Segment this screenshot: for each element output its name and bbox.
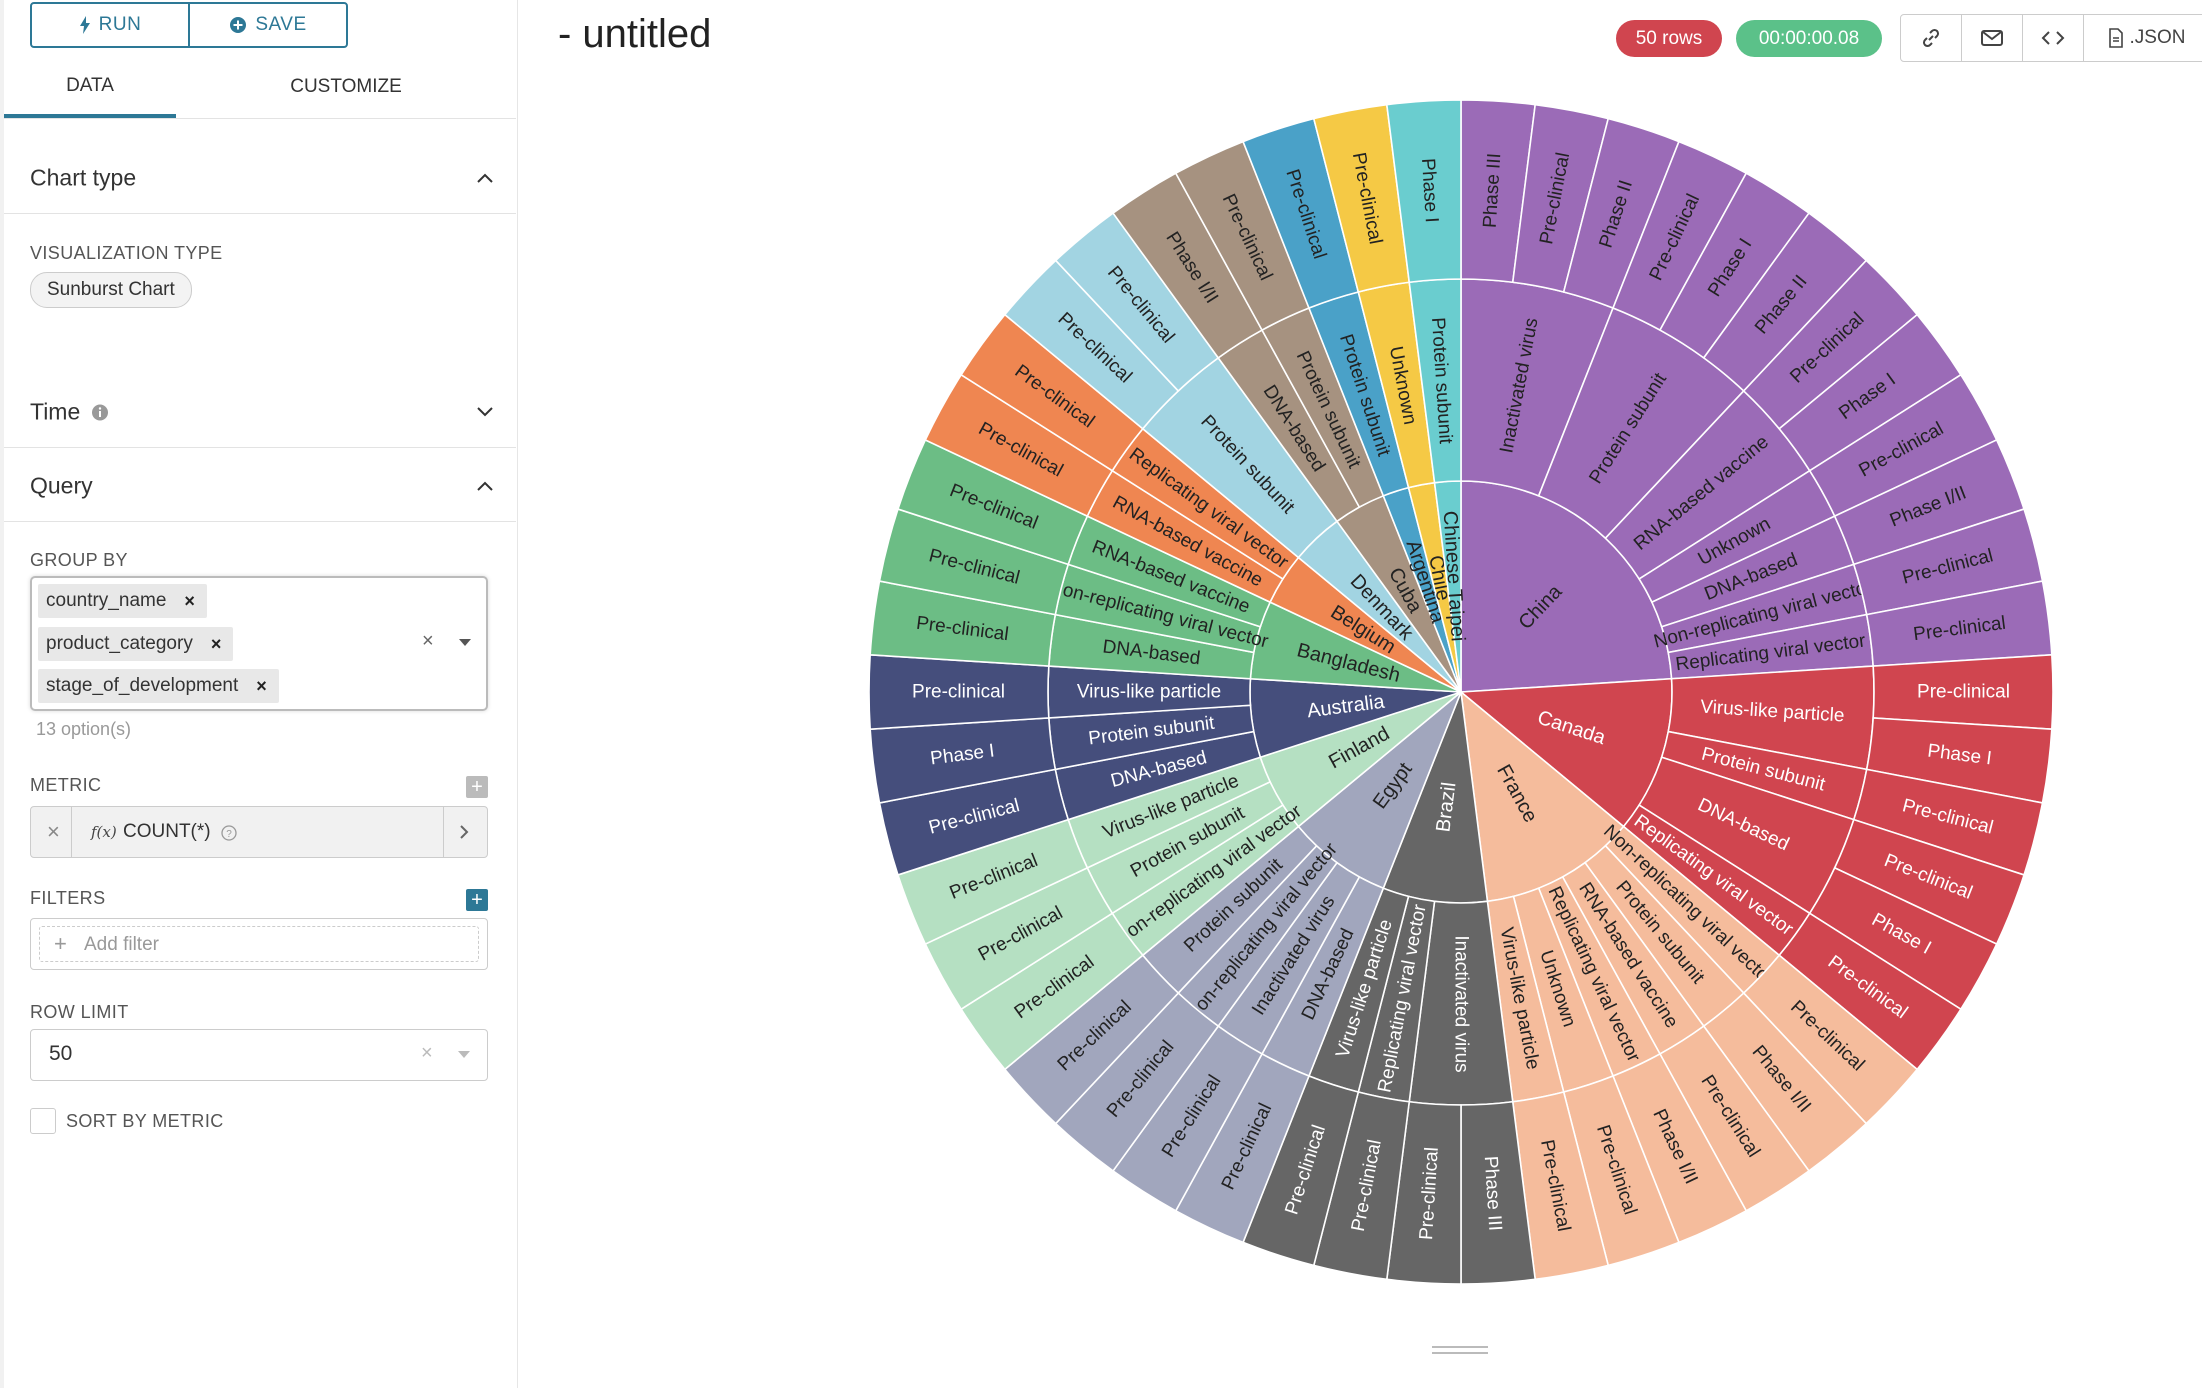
plus-icon: + bbox=[54, 931, 67, 956]
section-title: Chart type bbox=[30, 164, 137, 190]
envelope-icon bbox=[1981, 30, 2003, 46]
divider bbox=[71, 807, 72, 857]
time-badge: 00:00:00.08 bbox=[1736, 20, 1882, 57]
viz-type-pill[interactable]: Sunburst Chart bbox=[30, 272, 192, 308]
remove-tag-icon[interactable]: × bbox=[256, 675, 267, 696]
section-time[interactable]: Time bbox=[4, 376, 516, 448]
export-toolbar: .JSON bbox=[1900, 14, 2202, 62]
sunburst-stage-label: Phase III bbox=[1480, 152, 1506, 228]
info-icon bbox=[91, 404, 108, 420]
filters-label: FILTERS bbox=[30, 888, 106, 908]
sort-by-metric-label: SORT BY METRIC bbox=[66, 1111, 224, 1131]
tab-data[interactable]: DATA bbox=[4, 58, 176, 118]
resize-handle[interactable] bbox=[1432, 1346, 1488, 1348]
sunburst-stage-segment[interactable] bbox=[1385, 99, 1462, 284]
group-by-tag: country_name × bbox=[38, 584, 207, 618]
sunburst-category-label: Inactivated virus bbox=[1451, 935, 1472, 1072]
row-limit-select[interactable]: 50 × bbox=[30, 1029, 488, 1081]
remove-tag-icon[interactable]: × bbox=[184, 590, 195, 611]
run-button[interactable]: RUN bbox=[32, 4, 188, 46]
chevron-down-icon bbox=[477, 406, 493, 416]
group-by-select[interactable]: country_name × product_category × stage_… bbox=[30, 576, 488, 711]
filters-field: + Add filter bbox=[30, 918, 488, 970]
plus-circle-icon bbox=[230, 17, 247, 33]
sunburst-stage-label: Pre-clinical bbox=[912, 682, 1005, 703]
sunburst-stage-label: Phase I bbox=[1417, 158, 1442, 224]
tag-label: stage_of_development bbox=[46, 675, 239, 696]
link-button[interactable] bbox=[1901, 15, 1962, 61]
run-save-group: RUN SAVE bbox=[30, 2, 348, 48]
save-button[interactable]: SAVE bbox=[188, 4, 346, 46]
section-title: Query bbox=[30, 472, 93, 498]
metric-value: COUNT(*) bbox=[123, 821, 211, 842]
tag-label: product_category bbox=[46, 633, 193, 654]
viz-type-label: VISUALIZATION TYPE bbox=[30, 243, 223, 263]
svg-text:?: ? bbox=[226, 829, 232, 840]
email-button[interactable] bbox=[1962, 15, 2023, 61]
panel-tabs: DATA CUSTOMIZE bbox=[4, 58, 516, 119]
time-title: Time bbox=[30, 398, 81, 424]
add-filter-button[interactable]: + Add filter bbox=[39, 926, 479, 962]
tab-customize[interactable]: CUSTOMIZE bbox=[290, 76, 402, 97]
sunburst-category-label: Virus-like particle bbox=[1077, 682, 1221, 703]
row-limit-value: 50 bbox=[49, 1042, 73, 1065]
file-icon bbox=[2108, 28, 2123, 48]
caret-down-icon[interactable] bbox=[458, 638, 472, 648]
sunburst-stage-label: Pre-clinical bbox=[1917, 682, 2010, 703]
group-by-label: GROUP BY bbox=[30, 550, 128, 570]
section-query[interactable]: Query bbox=[4, 450, 516, 522]
add-filter-label: Add filter bbox=[84, 934, 159, 955]
embed-code-button[interactable] bbox=[2023, 15, 2084, 61]
group-by-tag: stage_of_development × bbox=[38, 669, 279, 703]
export-json-button[interactable]: .JSON bbox=[2084, 15, 2202, 61]
link-icon bbox=[1922, 28, 1940, 48]
json-label: .JSON bbox=[2129, 27, 2186, 48]
sunburst-stage-label: Phase III bbox=[1480, 1155, 1506, 1231]
question-icon: ? bbox=[221, 825, 237, 841]
remove-tag-icon[interactable]: × bbox=[210, 633, 222, 654]
code-icon bbox=[2041, 31, 2065, 45]
chart-title[interactable]: - untitled bbox=[558, 12, 712, 56]
section-chart-type[interactable]: Chart type bbox=[4, 142, 516, 214]
add-metric-icon[interactable]: + bbox=[466, 776, 488, 798]
clear-icon[interactable]: × bbox=[421, 1042, 433, 1064]
row-limit-label: ROW LIMIT bbox=[30, 1002, 129, 1022]
add-filter-icon[interactable]: + bbox=[466, 889, 488, 911]
group-by-tag: product_category × bbox=[38, 627, 234, 661]
metric-field[interactable]: × f(x) COUNT(*) ? bbox=[30, 806, 488, 858]
fx-label: f(x) bbox=[91, 823, 117, 841]
chevron-up-icon bbox=[477, 173, 493, 183]
run-label: RUN bbox=[98, 14, 142, 35]
control-panel: RUN SAVE DATA CUSTOMIZE Chart type VISUA… bbox=[0, 0, 518, 1388]
clear-icon[interactable]: × bbox=[422, 630, 434, 652]
bolt-icon bbox=[79, 16, 90, 34]
tag-label: country_name bbox=[46, 590, 167, 611]
caret-down-icon[interactable] bbox=[457, 1050, 471, 1060]
sort-by-metric-checkbox[interactable] bbox=[30, 1108, 56, 1134]
resize-handle[interactable] bbox=[1432, 1352, 1488, 1354]
rows-badge: 50 rows bbox=[1616, 20, 1722, 57]
panel-edge bbox=[0, 0, 4, 1388]
section-title: Time bbox=[30, 398, 109, 425]
metric-label: METRIC bbox=[30, 775, 102, 795]
chevron-up-icon bbox=[477, 481, 493, 491]
chevron-right-icon[interactable] bbox=[459, 824, 469, 840]
divider bbox=[443, 807, 444, 857]
options-hint: 13 option(s) bbox=[36, 719, 132, 739]
remove-metric-icon[interactable]: × bbox=[47, 819, 60, 844]
save-label: SAVE bbox=[255, 14, 307, 35]
